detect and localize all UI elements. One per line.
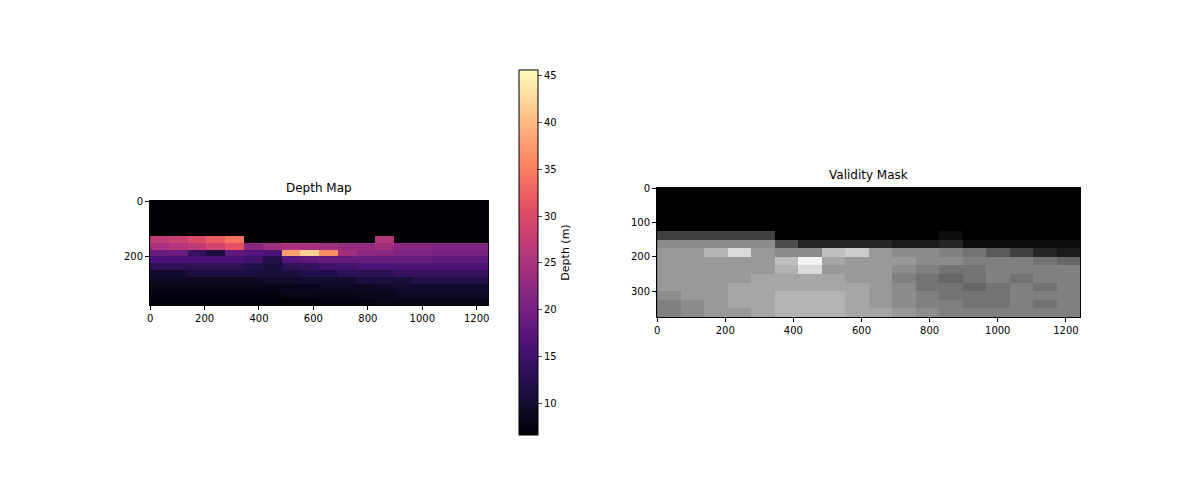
svg-text:800: 800: [358, 313, 377, 324]
svg-text:15: 15: [544, 351, 557, 362]
svg-text:200: 200: [195, 313, 214, 324]
svg-text:1000: 1000: [410, 313, 435, 324]
svg-text:Validity Mask: Validity Mask: [829, 168, 908, 182]
svg-text:0: 0: [654, 325, 660, 336]
svg-text:1000: 1000: [985, 325, 1010, 336]
svg-text:25: 25: [544, 257, 557, 268]
svg-text:40: 40: [544, 117, 557, 128]
svg-text:0: 0: [644, 183, 650, 194]
svg-text:Depth (m): Depth (m): [559, 224, 572, 280]
svg-text:200: 200: [716, 325, 735, 336]
svg-text:20: 20: [544, 304, 557, 315]
svg-text:800: 800: [920, 325, 939, 336]
svg-text:600: 600: [304, 313, 323, 324]
svg-text:400: 400: [784, 325, 803, 336]
svg-text:35: 35: [544, 164, 557, 175]
svg-text:1200: 1200: [464, 313, 489, 324]
svg-text:Depth Map: Depth Map: [286, 181, 352, 195]
svg-text:10: 10: [544, 398, 557, 409]
svg-text:600: 600: [852, 325, 871, 336]
svg-text:100: 100: [631, 217, 650, 228]
svg-text:0: 0: [147, 313, 153, 324]
svg-text:45: 45: [544, 70, 557, 81]
svg-text:0: 0: [137, 196, 143, 207]
svg-text:200: 200: [124, 251, 143, 262]
svg-text:400: 400: [249, 313, 268, 324]
svg-text:200: 200: [631, 251, 650, 262]
svg-text:1200: 1200: [1053, 325, 1078, 336]
svg-text:300: 300: [631, 286, 650, 297]
svg-text:30: 30: [544, 211, 557, 222]
